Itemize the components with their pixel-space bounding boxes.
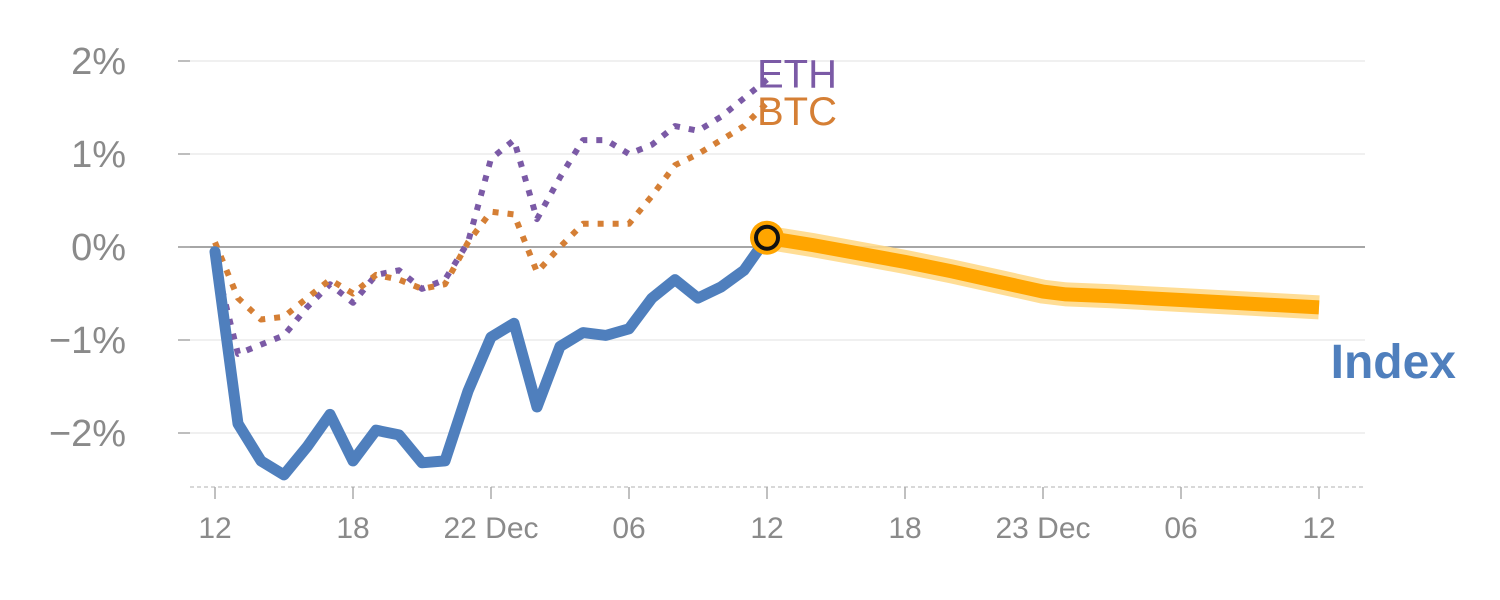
y-tick-label: 1% <box>71 134 126 176</box>
series-labels: ETH BTC Index <box>757 53 1456 389</box>
y-tick-label: 0% <box>71 227 126 269</box>
current-point-marker <box>754 224 780 251</box>
y-axis: 2% 1% 0% −1% −2% <box>49 41 190 455</box>
btc-series-label: BTC <box>757 90 837 134</box>
plot-area <box>209 77 1320 481</box>
eth-series-label: ETH <box>757 53 837 97</box>
y-tick-label: −2% <box>49 413 126 455</box>
eth-series-line <box>212 77 769 357</box>
forecast-line <box>765 230 1320 315</box>
y-tick-label: 2% <box>71 41 126 83</box>
x-tick-label: 18 <box>336 512 369 545</box>
x-tick-label: 12 <box>750 512 783 545</box>
x-axis: 12 18 22 Dec 06 12 18 23 Dec 06 12 <box>190 486 1365 545</box>
x-tick-label: 06 <box>612 512 645 545</box>
x-tick-label: 06 <box>1164 512 1197 545</box>
y-tick-label: −1% <box>49 320 126 362</box>
x-tick-label: 18 <box>888 512 921 545</box>
btc-series-line <box>212 100 770 323</box>
x-tick-label: 23 Dec <box>995 512 1090 545</box>
x-tick-label: 12 <box>198 512 231 545</box>
index-series-line <box>209 232 773 481</box>
x-tick-label: 22 Dec <box>443 512 538 545</box>
index-series-label: Index <box>1331 336 1457 389</box>
x-tick-label: 12 <box>1302 512 1335 545</box>
